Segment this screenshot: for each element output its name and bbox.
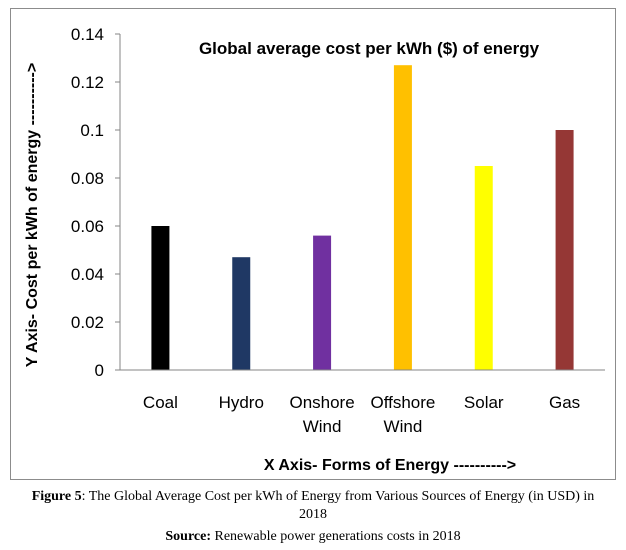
bar [555, 130, 574, 370]
x-tick-label: Gas [549, 393, 580, 412]
y-axis-ticks: 0 0.02 0.04 0.06 0.08 0.1 0.12 0.14 [71, 25, 120, 380]
y-tick-label: 0.12 [71, 73, 104, 92]
bars [151, 65, 574, 370]
chart-frame [10, 8, 616, 480]
x-tick-label: Coal [143, 393, 178, 412]
bar-chart: Global average cost per kWh ($) of energ… [24, 25, 605, 474]
figure-label: Figure 5 [31, 489, 82, 504]
y-tick-label: 0.06 [71, 217, 104, 236]
y-tick-label: 0.14 [71, 25, 104, 44]
y-tick-label: 0 [95, 361, 104, 380]
x-tick-label: Solar [464, 393, 504, 412]
x-axis-label: X Axis- Forms of Energy ----------> [264, 457, 516, 474]
figure-text: : The Global Average Cost per kWh of Ene… [81, 489, 595, 522]
y-tick-label: 0.04 [71, 265, 104, 284]
y-tick-label: 0.08 [71, 169, 104, 188]
x-tick-label: Offshore Wind [370, 393, 435, 436]
bar [313, 235, 332, 370]
y-axis-label: Y Axis- Cost per kWh of energy ---------… [24, 63, 41, 367]
source-caption: Source: Renewable power generations cost… [20, 528, 606, 546]
y-tick-label: 0.1 [80, 121, 104, 140]
bar [474, 166, 493, 370]
bar [232, 257, 251, 370]
bar [393, 65, 412, 370]
source-text: Renewable power generations costs in 201… [211, 529, 461, 544]
y-tick-label: 0.02 [71, 313, 104, 332]
figure-caption: Figure 5: The Global Average Cost per kW… [20, 488, 606, 524]
x-axis-ticks: Coal Hydro Onshore Wind Offshore Wind Solar Gas [143, 393, 580, 436]
x-tick-label: Onshore Wind [289, 393, 354, 436]
bar [151, 226, 170, 370]
x-tick-label: Hydro [219, 393, 264, 412]
source-label: Source: [165, 529, 211, 544]
chart-title: Global average cost per kWh ($) of energ… [199, 39, 540, 58]
